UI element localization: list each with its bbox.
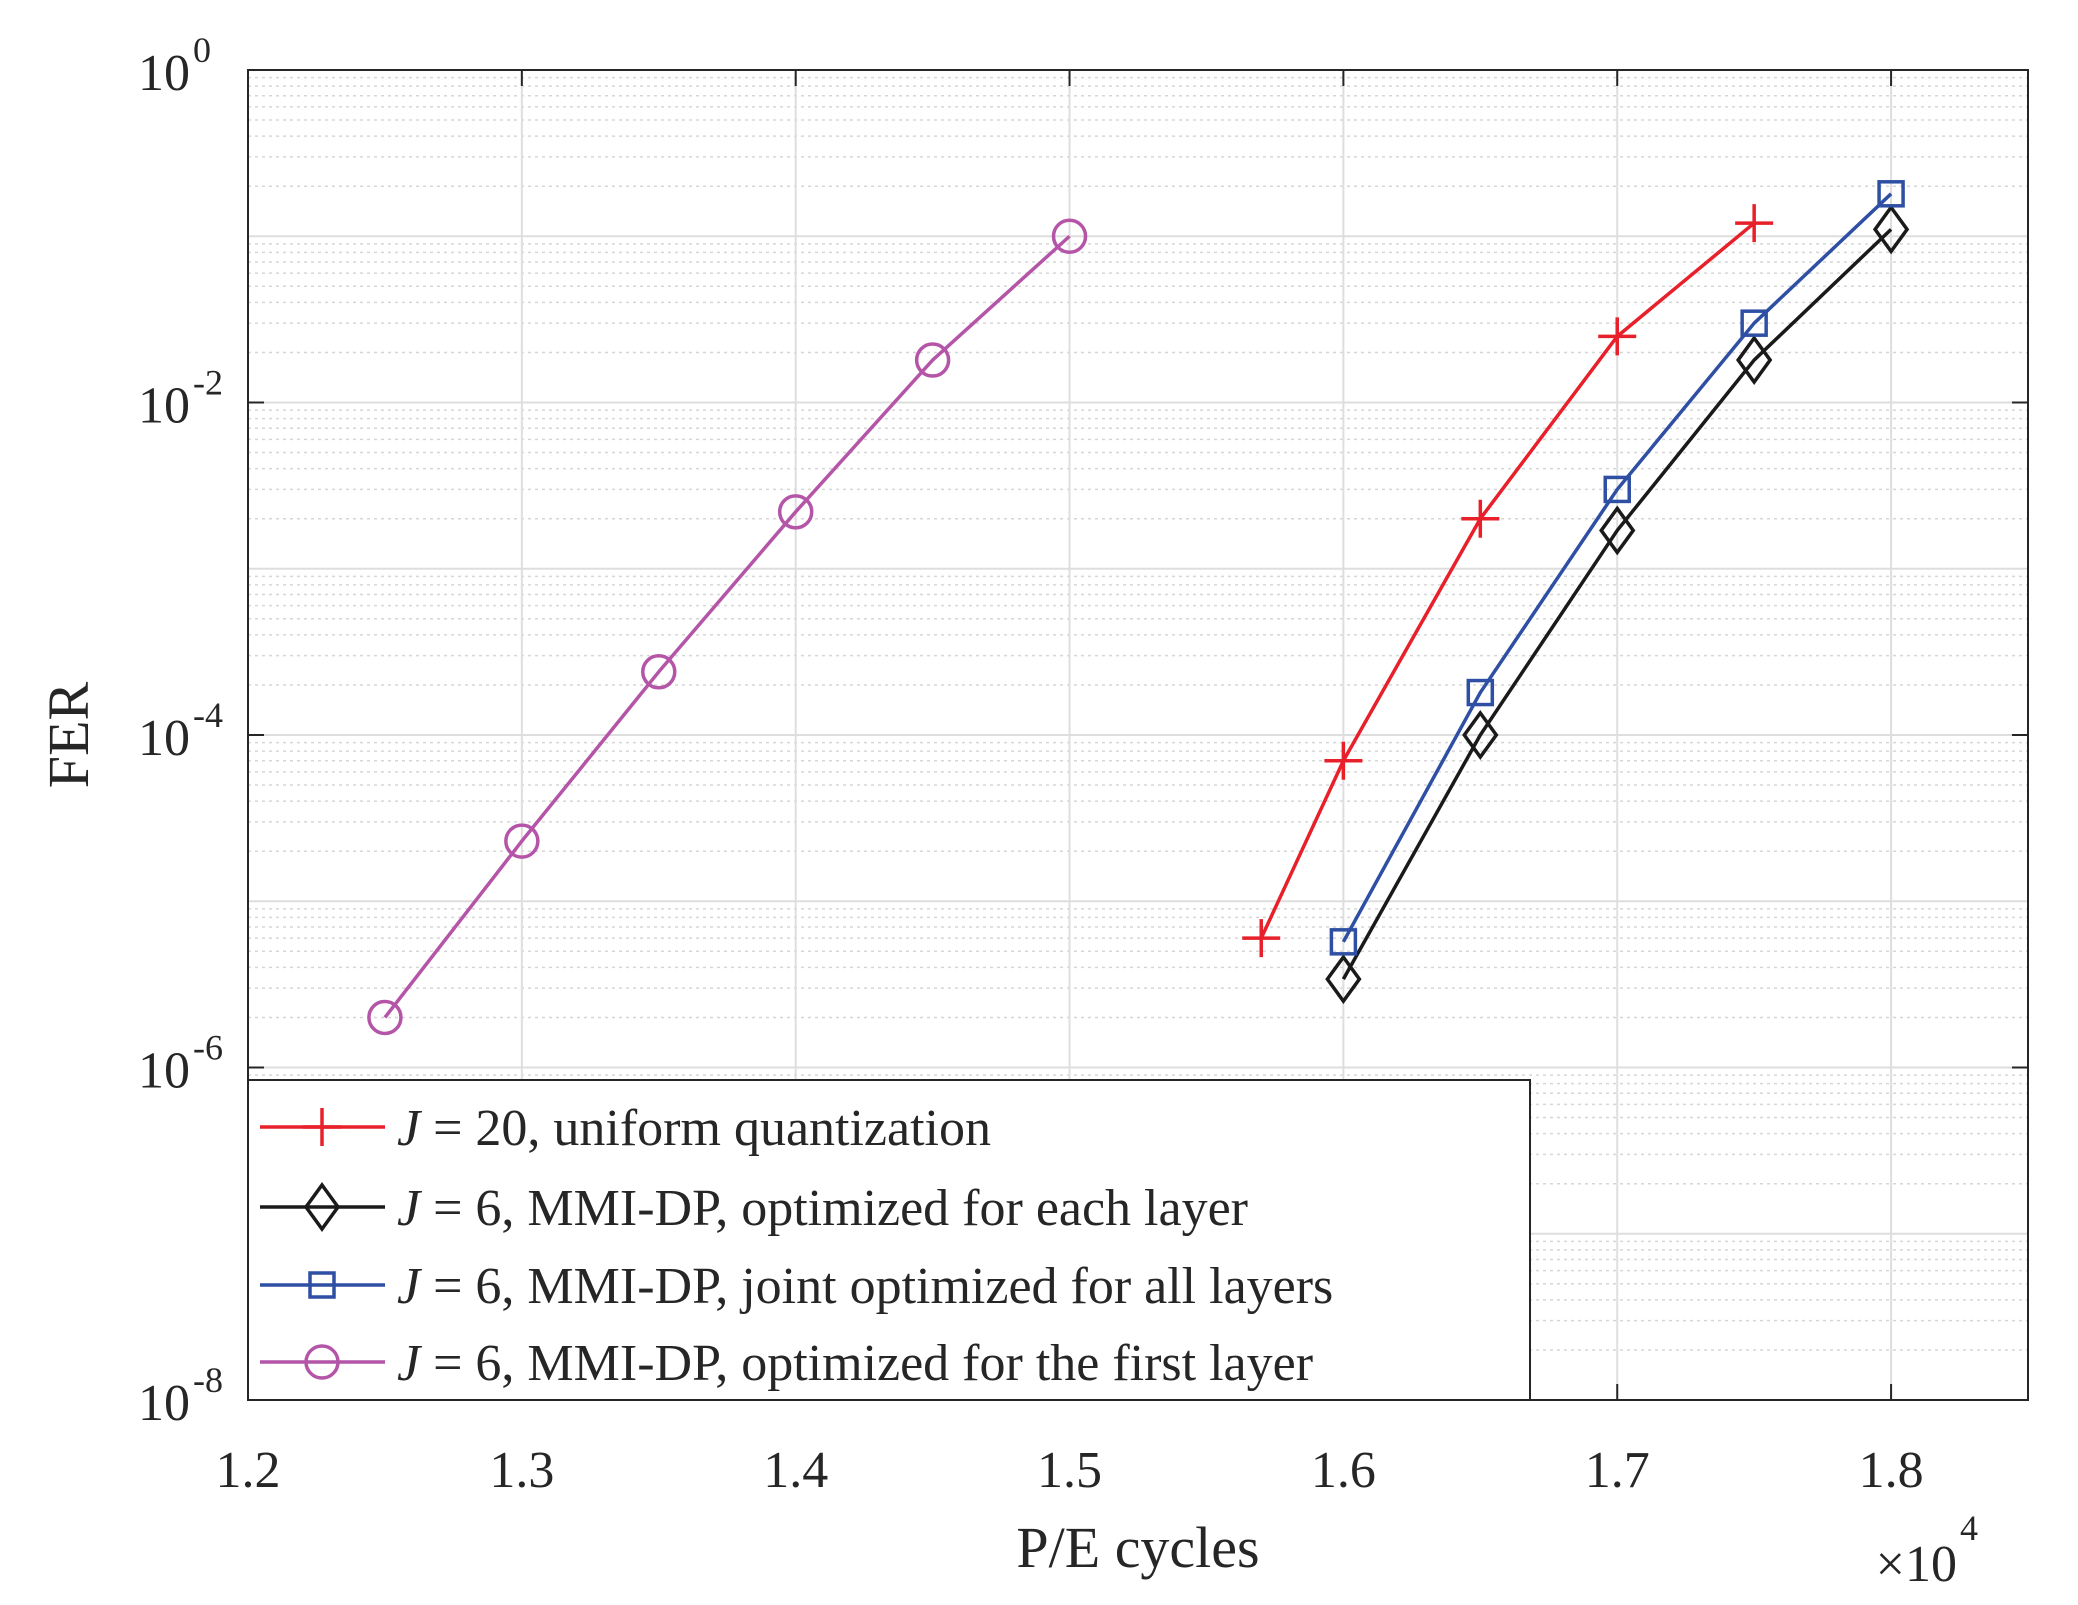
legend-label: J = 6, MMI-DP, optimized for each layer <box>397 1180 1248 1237</box>
series-plus <box>1242 204 1774 958</box>
legend-marker <box>308 1271 336 1299</box>
legend-label: J = 20, uniform quantization <box>397 1100 991 1157</box>
series-circle <box>367 218 1088 1036</box>
x-tick-label: 1.6 <box>1311 1442 1376 1499</box>
legend-text: = 6, MMI-DP, joint optimized for all lay… <box>420 1258 1333 1315</box>
legend-text: = 20, uniform quantization <box>420 1100 991 1157</box>
x-tick-label: 1.7 <box>1585 1442 1650 1499</box>
data-point <box>1877 180 1905 208</box>
series-line <box>1341 228 1893 980</box>
legend-text: = 6, MMI-DP, optimized for the first lay… <box>420 1335 1313 1392</box>
x-axis-label: P/E cycles <box>1016 1515 1259 1580</box>
y-tick-exponent: -6 <box>193 1028 223 1068</box>
data-point <box>1242 919 1281 958</box>
legend-entry: J = 6, MMI-DP, optimized for each layer <box>260 1180 1248 1237</box>
x-tick-label: 1.4 <box>763 1442 828 1499</box>
data-point <box>1462 710 1499 760</box>
data-point <box>1461 499 1500 538</box>
y-tick-exponent: 0 <box>193 30 211 70</box>
data-point <box>1051 218 1088 254</box>
legend-label: J = 6, MMI-DP, optimized for the first l… <box>397 1335 1313 1392</box>
y-tick-exponent: -8 <box>193 1360 223 1400</box>
data-point <box>367 999 403 1036</box>
data-point <box>1324 741 1363 780</box>
y-tick-label: 10 <box>138 1043 190 1100</box>
y-tick-exponent: -4 <box>193 695 223 735</box>
data-point <box>1598 317 1637 356</box>
data-point <box>1735 335 1773 386</box>
x-tick-label: 1.8 <box>1859 1442 1924 1499</box>
legend-box <box>247 1079 1531 1401</box>
series-square <box>1329 180 1905 956</box>
legend-entry: J = 6, MMI-DP, joint optimized for all l… <box>260 1258 1333 1315</box>
legend-variable: J <box>397 1180 423 1237</box>
legend-variable: J <box>397 1335 423 1392</box>
legend-entry: J = 20, uniform quantization <box>260 1100 991 1157</box>
legend-marker <box>304 1344 340 1380</box>
y-tick-label: 10 <box>138 45 190 102</box>
series-layer <box>367 180 1910 1036</box>
series-line <box>383 234 1071 1019</box>
series-diamond <box>1325 204 1910 1005</box>
data-point <box>1735 204 1774 243</box>
y-tick-label: 10 <box>138 378 190 435</box>
data-point <box>777 494 814 530</box>
legend-label: J = 6, MMI-DP, joint optimized for all l… <box>397 1258 1333 1315</box>
data-point <box>1599 505 1636 556</box>
legend-text: = 6, MMI-DP, optimized for each layer <box>420 1180 1248 1237</box>
y-tick-label: 10 <box>138 710 190 767</box>
x-multiplier: ×10 <box>1876 1536 1957 1593</box>
legend-entry: J = 6, MMI-DP, optimized for the first l… <box>260 1335 1313 1392</box>
data-point <box>1603 475 1631 504</box>
data-point <box>1740 309 1768 337</box>
data-point <box>1325 954 1362 1005</box>
data-point <box>1329 928 1358 956</box>
legend-marker <box>303 1182 341 1232</box>
data-point <box>914 342 951 378</box>
legend-marker <box>303 1108 341 1146</box>
y-axis-label: FER <box>36 682 101 789</box>
legend-variable: J <box>397 1100 423 1157</box>
y-tick-exponent: -2 <box>193 363 223 403</box>
x-tick-label: 1.2 <box>216 1442 281 1499</box>
x-tick-label: 1.3 <box>489 1442 554 1499</box>
data-point <box>504 823 540 859</box>
x-tick-label: 1.5 <box>1037 1442 1102 1499</box>
x-multiplier-exponent: 4 <box>1960 1508 1978 1548</box>
data-point <box>641 654 677 690</box>
y-tick-label: 10 <box>138 1375 190 1432</box>
data-point <box>1466 678 1495 707</box>
legend-variable: J <box>397 1258 423 1315</box>
data-point <box>1872 204 1910 255</box>
series-line <box>1341 192 1893 943</box>
